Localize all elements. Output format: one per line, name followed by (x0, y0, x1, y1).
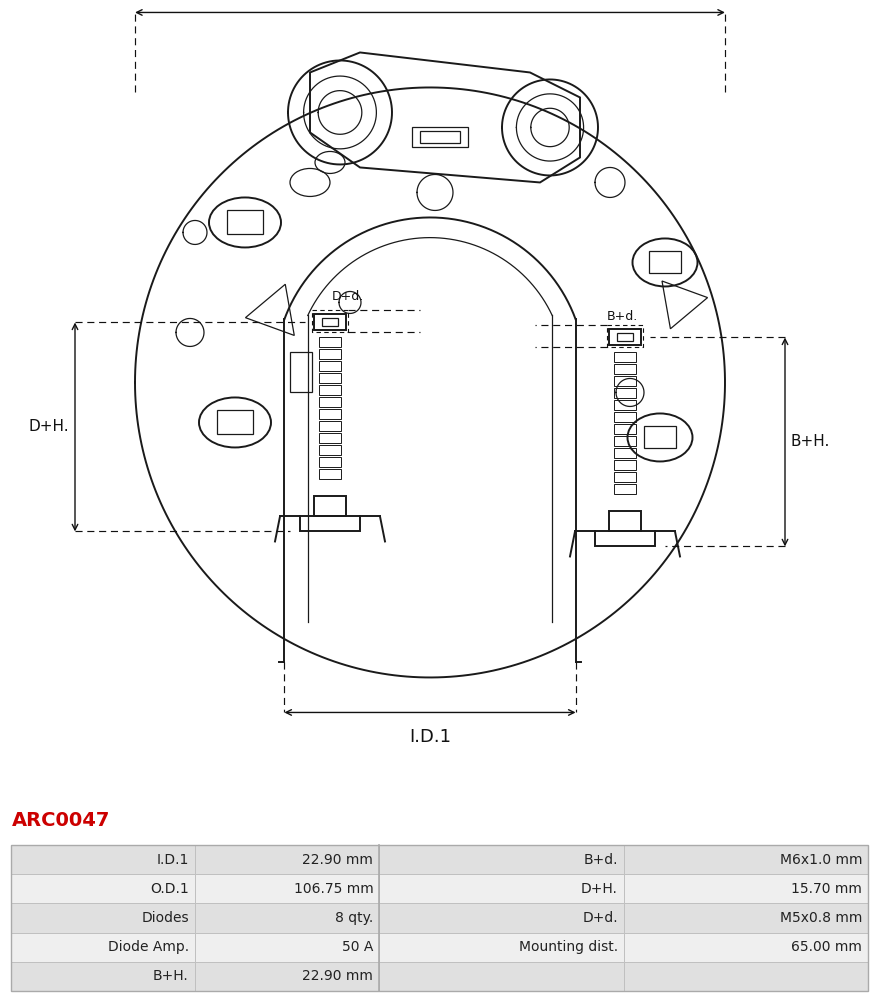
Text: M6x1.0 mm: M6x1.0 mm (779, 853, 861, 866)
Bar (412, 128, 467, 148)
Text: 22.90 mm: 22.90 mm (302, 853, 373, 866)
Bar (195, 962, 379, 991)
Bar (594, 531, 654, 546)
Bar (195, 845, 379, 874)
Bar (648, 252, 680, 274)
Bar (614, 388, 636, 398)
Bar (319, 470, 341, 480)
Bar (614, 352, 636, 362)
Bar (623, 933, 867, 962)
Bar (379, 874, 623, 903)
Bar (608, 329, 640, 345)
Bar (227, 210, 263, 234)
Text: 50 A: 50 A (342, 941, 373, 954)
Text: D+H.: D+H. (28, 420, 68, 435)
Bar (313, 496, 346, 516)
Text: Diode Amp.: Diode Amp. (108, 941, 189, 954)
Bar (217, 410, 253, 435)
Bar (379, 845, 623, 874)
Text: O.D.1: O.D.1 (150, 882, 189, 895)
Bar (319, 361, 341, 371)
Text: B+d.: B+d. (583, 853, 617, 866)
Text: 8 qty.: 8 qty. (335, 911, 373, 925)
Bar (11, 845, 867, 991)
Bar (299, 516, 360, 531)
Text: I.D.1: I.D.1 (408, 728, 450, 746)
Bar (379, 933, 623, 962)
Bar (623, 903, 867, 933)
Bar (319, 385, 341, 395)
Bar (623, 962, 867, 991)
Bar (614, 425, 636, 435)
Bar (319, 458, 341, 468)
Text: D+d.: D+d. (332, 291, 363, 304)
Bar (11, 845, 195, 874)
Bar (614, 364, 636, 374)
Bar (11, 874, 195, 903)
Text: B+H.: B+H. (153, 970, 189, 983)
Bar (614, 473, 636, 483)
Bar (319, 349, 341, 359)
Text: Mounting dist.: Mounting dist. (518, 941, 617, 954)
Bar (319, 409, 341, 420)
Bar (319, 446, 341, 456)
Text: B+d.: B+d. (607, 311, 637, 324)
Text: ARC0047: ARC0047 (11, 811, 110, 830)
Bar (379, 903, 623, 933)
Bar (195, 874, 379, 903)
Bar (319, 337, 341, 347)
Bar (614, 461, 636, 471)
Text: I.D.1: I.D.1 (156, 853, 189, 866)
Bar (195, 933, 379, 962)
Bar (614, 485, 636, 495)
Bar (614, 437, 636, 447)
Bar (623, 845, 867, 874)
Bar (614, 449, 636, 459)
Bar (614, 376, 636, 386)
Bar (11, 933, 195, 962)
Bar (11, 962, 195, 991)
Text: D+H.: D+H. (580, 882, 617, 895)
Text: M5x0.8 mm: M5x0.8 mm (779, 911, 861, 925)
Bar (321, 319, 338, 327)
Bar (290, 352, 312, 392)
Bar (379, 962, 623, 991)
Bar (319, 434, 341, 444)
Bar (319, 422, 341, 432)
Bar (313, 315, 346, 330)
Bar (11, 903, 195, 933)
Bar (195, 903, 379, 933)
Text: 106.75 mm: 106.75 mm (293, 882, 373, 895)
Bar (644, 427, 675, 449)
Bar (614, 400, 636, 410)
Bar (614, 412, 636, 423)
Bar (319, 373, 341, 383)
Bar (420, 132, 459, 144)
Text: Diodes: Diodes (141, 911, 189, 925)
Text: B+H.: B+H. (790, 435, 830, 450)
Text: 22.90 mm: 22.90 mm (302, 970, 373, 983)
Bar (623, 874, 867, 903)
Bar (616, 333, 632, 341)
Text: D+d.: D+d. (581, 911, 617, 925)
Bar (608, 511, 640, 531)
Text: 15.70 mm: 15.70 mm (790, 882, 861, 895)
Bar (319, 397, 341, 407)
Text: 65.00 mm: 65.00 mm (790, 941, 861, 954)
